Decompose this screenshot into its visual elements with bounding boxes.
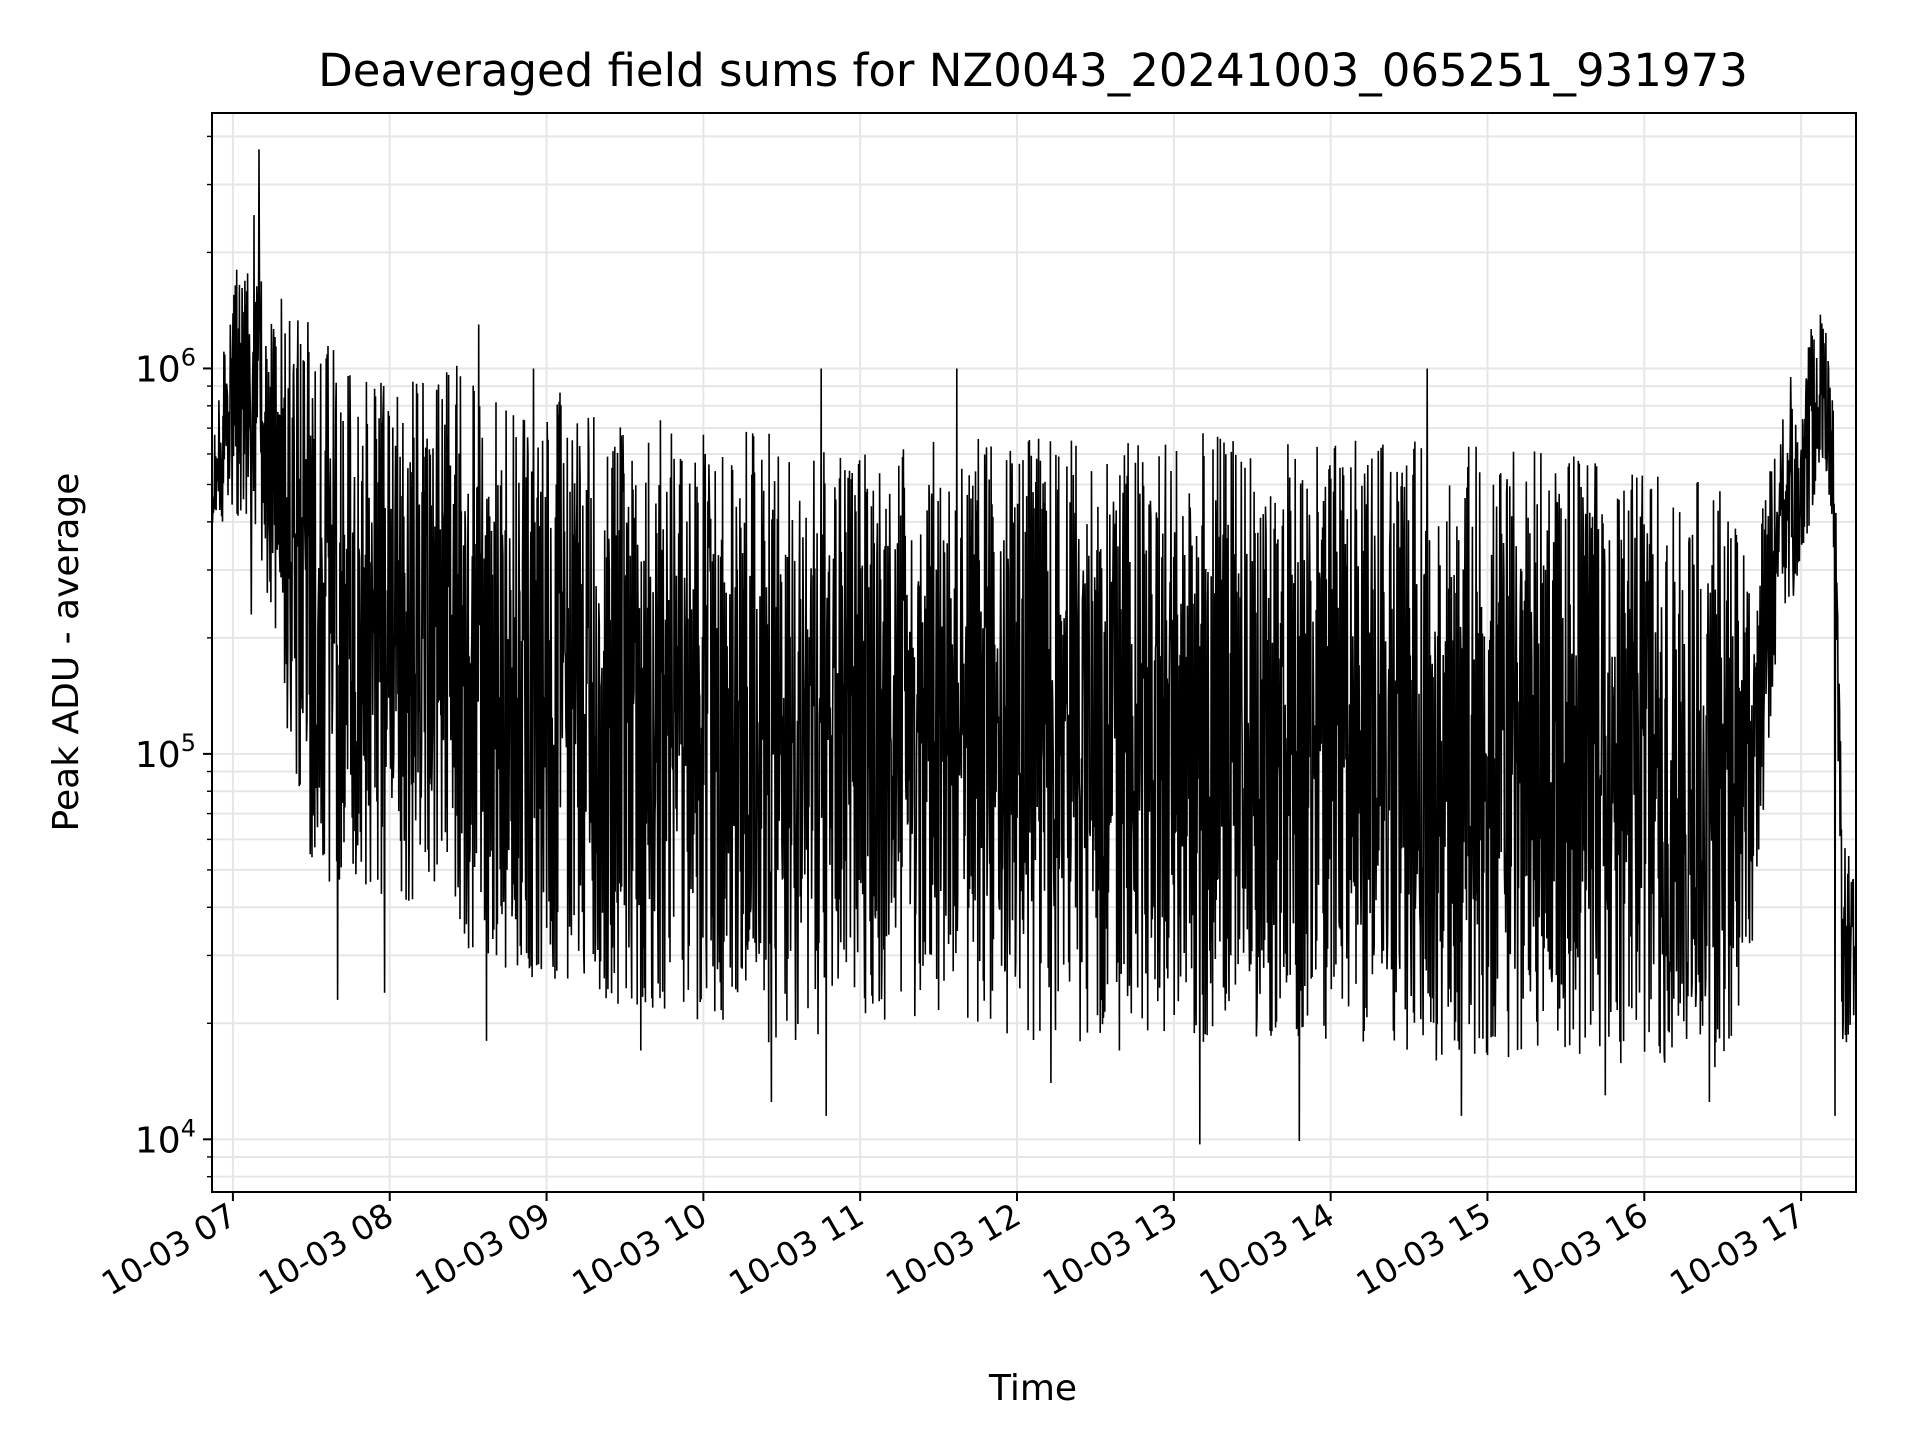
data-series-line	[211, 149, 1857, 1145]
y-axis: 104 105 106	[135, 135, 212, 1178]
chart-title: Deaveraged field sums for NZ0043_2024100…	[318, 44, 1748, 97]
plot-area	[211, 112, 1857, 1193]
plot-frame	[211, 112, 1857, 1193]
y-tick-label: 104	[135, 1114, 196, 1161]
y-tick-label: 106	[135, 343, 196, 390]
y-tick-label: 105	[135, 729, 196, 776]
x-axis-label: Time	[988, 1368, 1077, 1409]
y-axis-label: Peak ADU - average	[46, 473, 87, 832]
